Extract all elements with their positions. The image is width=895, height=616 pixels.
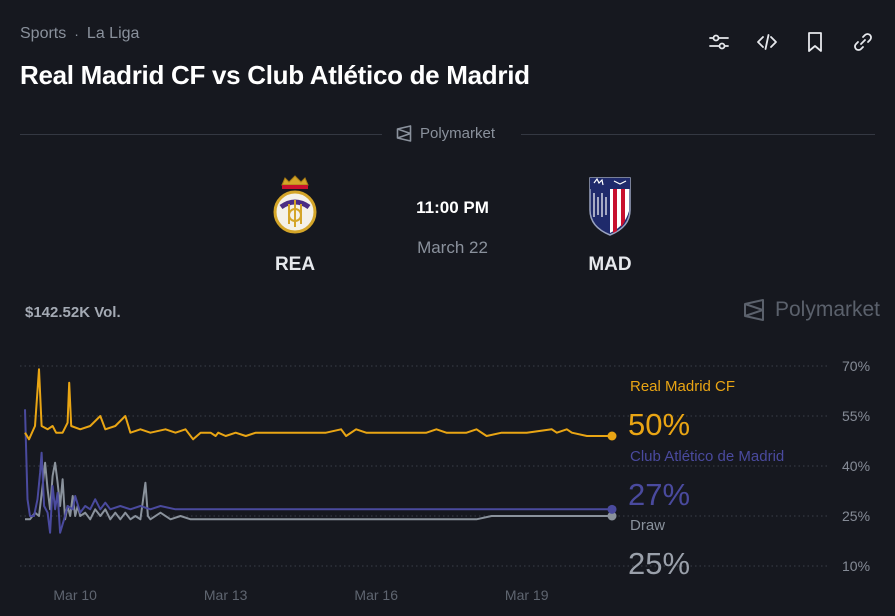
y-tick-label: 70% [842,358,870,374]
source-label: Polymarket [420,125,496,142]
home-team[interactable]: REA [255,175,335,276]
breadcrumb-league[interactable]: La Liga [86,25,140,42]
embed-code-icon[interactable] [755,30,779,54]
y-tick-label: 10% [842,558,870,574]
x-tick-label: Mar 19 [505,587,549,603]
series-endpoint [607,431,617,441]
legend-series-value: 50% [628,407,690,442]
series-line [25,461,612,521]
x-tick-label: Mar 10 [53,587,97,603]
divider-right [521,134,875,135]
header-actions [707,30,875,54]
page-title: Real Madrid CF vs Club Atlético de Madri… [20,60,530,90]
bookmark-icon[interactable] [803,30,827,54]
away-team[interactable]: MAD [570,175,650,276]
series-endpoint [607,504,617,514]
match-date: March 22 [417,238,488,257]
atletico-madrid-crest-icon [589,177,631,236]
polymarket-watermark: Polymarket [743,298,880,322]
legend-series-value: 27% [628,477,690,512]
legend-series-name: Real Madrid CF [630,378,735,395]
watermark-label: Polymarket [774,298,880,321]
divider-left [20,134,382,135]
legend-series-name: Draw [630,517,665,534]
breadcrumb-separator: · [74,26,79,42]
home-team-abbr: REA [274,254,316,275]
series-line [24,409,612,534]
polymarket-logo-icon [396,125,412,142]
series-line [24,368,612,441]
link-icon[interactable] [851,30,875,54]
volume-label: $142.52K Vol. [25,304,121,321]
x-tick-label: Mar 13 [204,587,248,603]
breadcrumb-sports[interactable]: Sports [20,25,67,42]
y-tick-label: 25% [842,508,870,524]
legend-series-name: Club Atlético de Madrid [630,448,784,465]
price-chart[interactable]: 70% 55% 40% 25% 10% Mar 10 Mar 13 Mar 16 Mar 19 R… [0,340,895,616]
away-team-abbr: MAD [588,254,632,275]
y-tick-label: 55% [842,408,870,424]
x-tick-label: Mar 16 [354,587,398,603]
breadcrumb: Sports · La Liga [20,25,139,43]
real-madrid-crest-icon [273,175,317,234]
legend-series-value: 25% [628,546,690,581]
polymarket-watermark-icon [743,299,764,321]
match-time: 11:00 PM [416,198,489,217]
source-brand[interactable]: Polymarket [396,125,495,142]
series-endpoint [607,511,617,521]
sliders-icon[interactable] [707,30,731,54]
y-tick-label: 40% [842,458,870,474]
